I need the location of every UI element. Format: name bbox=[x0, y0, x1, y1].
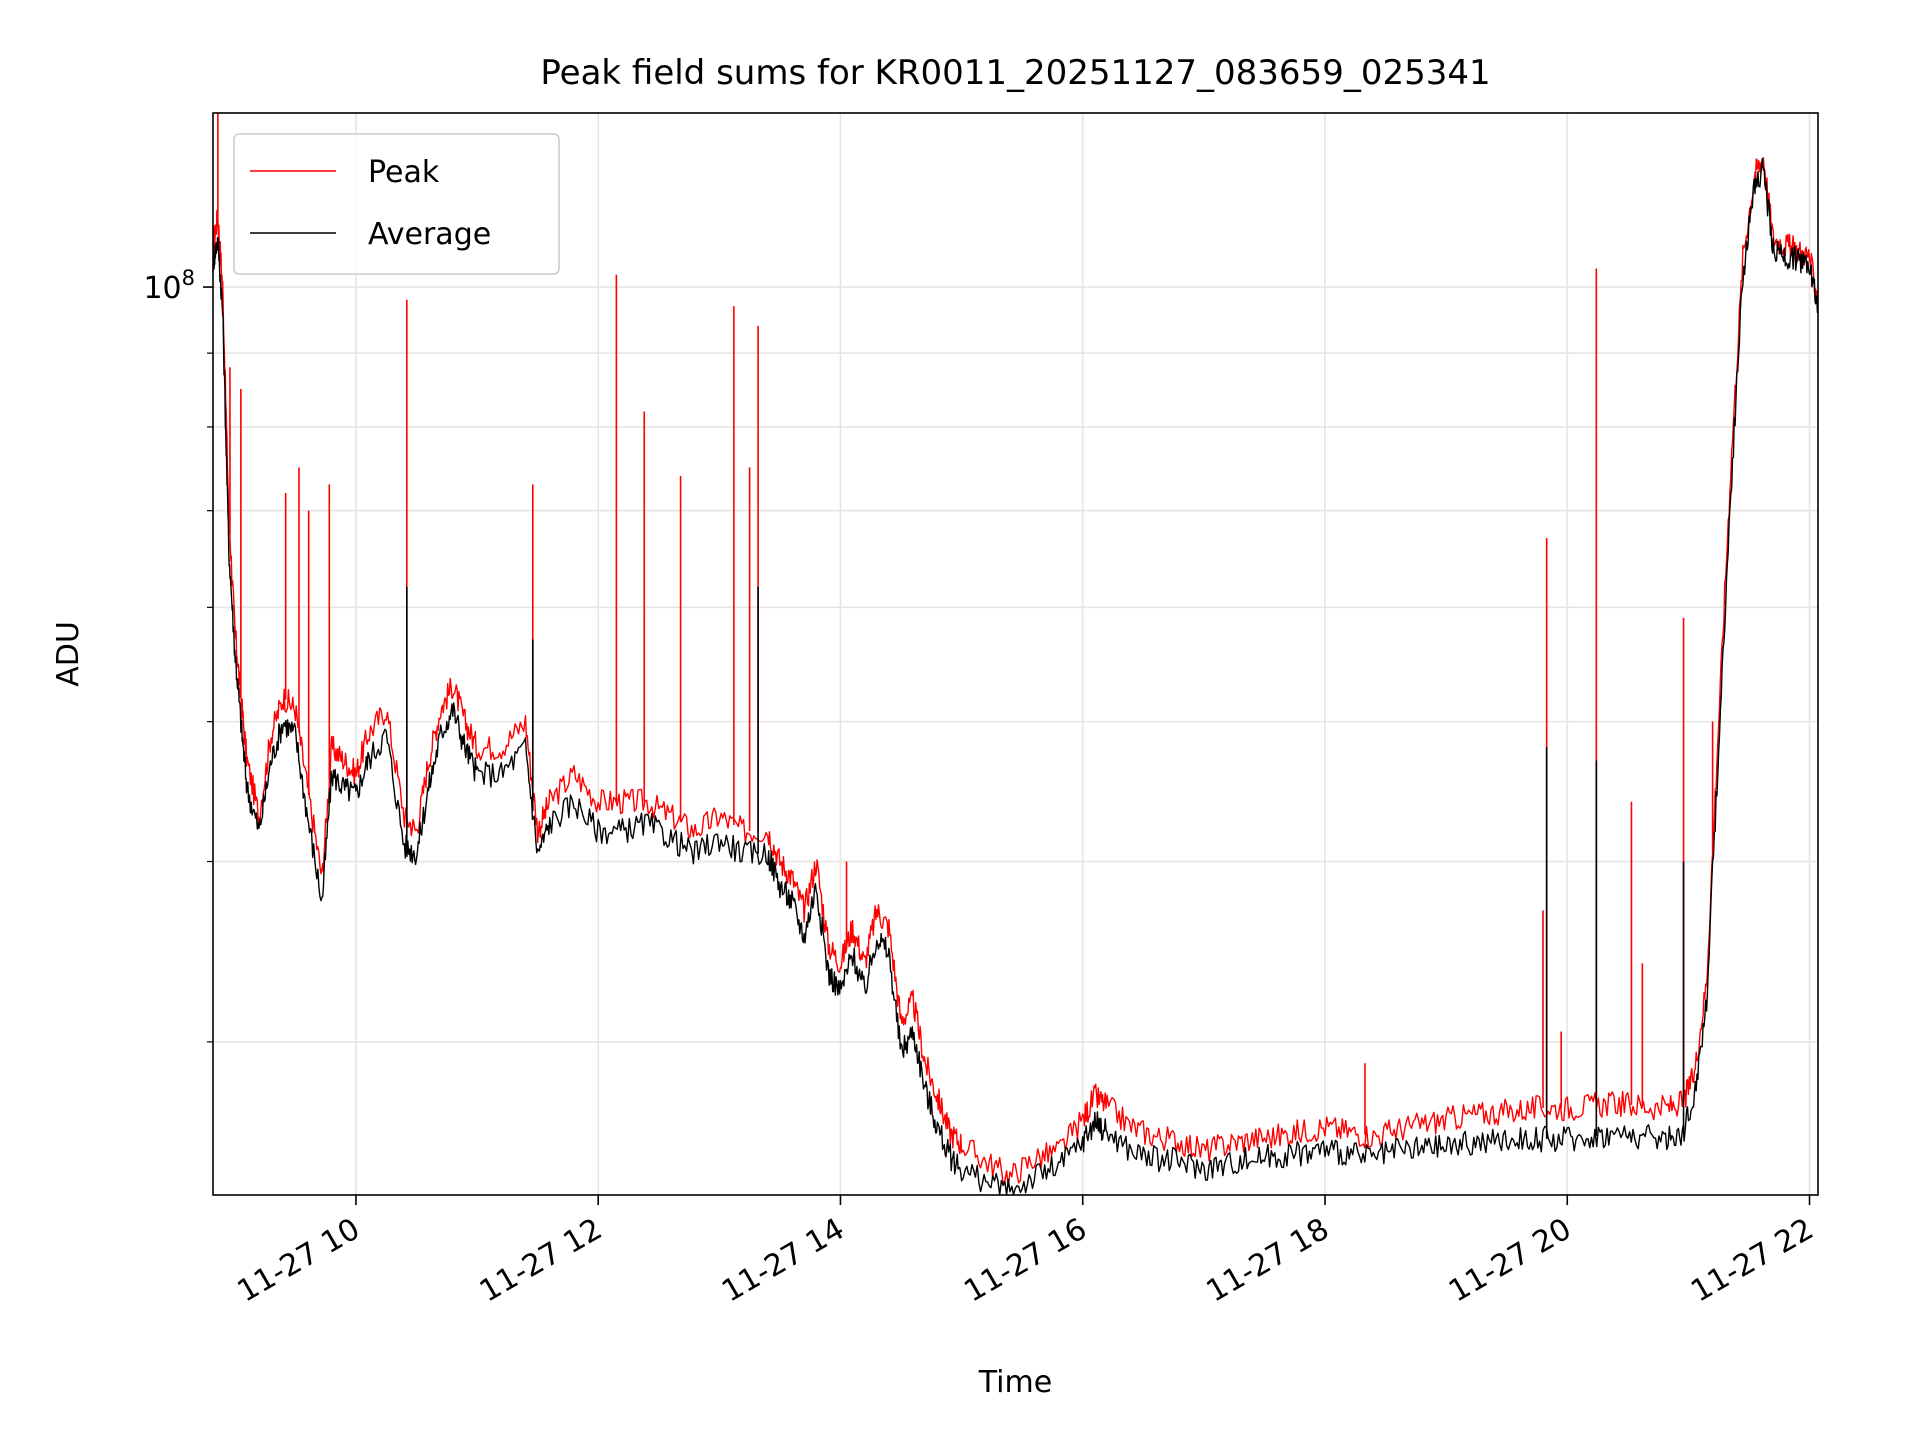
plot-frame bbox=[212, 112, 1819, 1196]
series-line-peak bbox=[212, 157, 1819, 1188]
series-layer bbox=[212, 113, 1819, 1196]
legend-label-peak: Peak bbox=[368, 155, 440, 190]
chart-title: Peak field sums for KR0011_20251127_0836… bbox=[540, 53, 1490, 93]
x-axis-label: Time bbox=[978, 1365, 1052, 1400]
grid-layer bbox=[213, 113, 1818, 1195]
y-tick-label: 108 bbox=[143, 266, 195, 306]
y-axis-label: ADU bbox=[51, 621, 86, 687]
legend-label-average: Average bbox=[368, 217, 491, 252]
legend: Peak Average bbox=[233, 133, 560, 275]
series-line-average bbox=[212, 157, 1819, 1196]
legend-box bbox=[233, 133, 560, 275]
